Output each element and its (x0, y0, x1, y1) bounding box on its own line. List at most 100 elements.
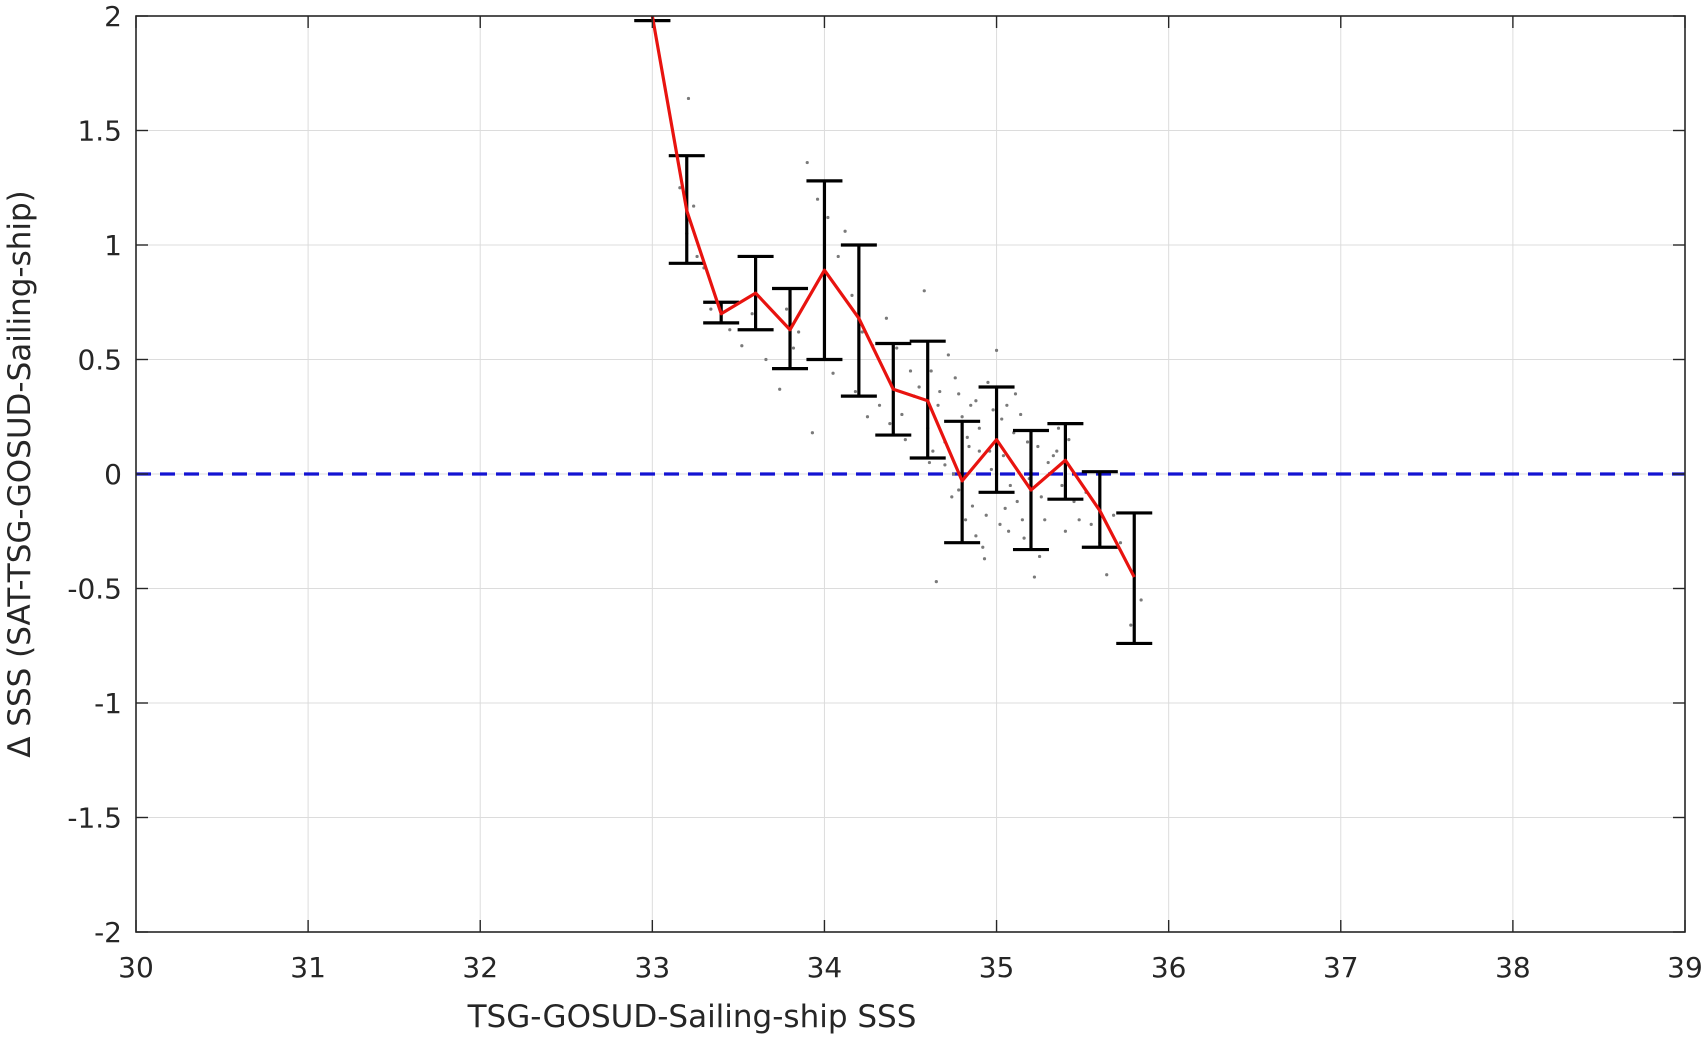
data-point (1105, 573, 1109, 577)
y-tick-label: 2 (104, 0, 122, 33)
data-point (917, 385, 921, 389)
data-point (1089, 522, 1093, 526)
data-point (888, 422, 892, 426)
data-point (1025, 440, 1030, 444)
data-point (946, 353, 950, 357)
data-point (969, 403, 973, 407)
data-point (1003, 506, 1007, 510)
error-bars (634, 18, 1153, 646)
data-point (1129, 623, 1133, 627)
data-point (967, 444, 971, 449)
data-point (853, 389, 858, 394)
data-point (1032, 575, 1037, 579)
data-point (977, 426, 981, 430)
data-point (865, 415, 870, 419)
x-tick-label: 36 (1151, 951, 1187, 984)
x-axis-ticks: 30 31 32 33 34 35 36 37 38 39 (118, 16, 1703, 984)
data-point (991, 408, 995, 412)
y-tick-label: 0.5 (77, 344, 122, 377)
data-point (740, 344, 744, 348)
data-point (936, 403, 940, 407)
data-point (970, 504, 975, 508)
data-point (1056, 426, 1061, 430)
x-tick-label: 33 (635, 951, 671, 984)
y-tick-label: 1 (104, 229, 122, 262)
data-point (1139, 598, 1143, 602)
data-point (1118, 541, 1123, 545)
x-tick-label: 37 (1323, 951, 1359, 984)
x-axis-title: TSG-GOSUD-Sailing-ship SSS (467, 999, 917, 1035)
data-point (764, 357, 768, 362)
x-tick-label: 35 (979, 951, 1015, 984)
data-point (750, 312, 754, 316)
data-point (1037, 554, 1042, 559)
data-point (938, 389, 942, 394)
data-point (1051, 454, 1055, 458)
data-point (692, 204, 696, 208)
grid (136, 16, 1685, 932)
y-tick-label: -1 (94, 687, 122, 720)
data-point (981, 545, 985, 549)
data-point (1013, 392, 1018, 396)
data-point (1019, 412, 1023, 417)
y-tick-label: -0.5 (67, 573, 122, 606)
data-point (943, 463, 947, 467)
data-point (957, 392, 961, 396)
data-point (934, 580, 938, 584)
data-point (953, 376, 957, 380)
data-point (998, 522, 1002, 526)
data-point (960, 415, 964, 419)
data-point (877, 403, 882, 407)
x-tick-label: 31 (290, 951, 326, 984)
data-point (989, 467, 993, 472)
data-point (1046, 460, 1050, 465)
data-point (678, 186, 682, 190)
data-point (884, 316, 889, 320)
data-point (778, 387, 782, 391)
data-point (784, 307, 789, 311)
data-point (836, 254, 840, 259)
data-point (1022, 536, 1026, 540)
data-point (1060, 483, 1064, 488)
data-point (931, 449, 935, 453)
data-point (1001, 454, 1006, 458)
data-point (963, 518, 968, 522)
data-point (709, 307, 713, 311)
data-point (805, 160, 809, 165)
data-point (929, 369, 933, 373)
data-point (957, 488, 961, 492)
data-point (815, 197, 820, 201)
data-point (974, 399, 978, 403)
scatter-points (678, 96, 1143, 627)
x-tick-label: 39 (1667, 951, 1703, 984)
data-point (908, 369, 913, 373)
y-tick-label: 0 (104, 458, 122, 491)
data-point (1007, 529, 1011, 533)
x-tick-label: 32 (462, 951, 498, 984)
data-point (977, 449, 981, 453)
data-point (1111, 513, 1116, 517)
data-point (695, 254, 699, 259)
data-point (951, 472, 956, 476)
data-point (1036, 444, 1040, 449)
y-axis-ticks: -2 -1.5 -1 -0.5 0 0.5 1 1.5 2 (67, 0, 1685, 949)
data-point (791, 346, 796, 350)
data-point (974, 534, 978, 538)
data-point (1039, 495, 1043, 499)
data-point (1005, 403, 1009, 407)
data-point (1077, 518, 1081, 522)
data-point (950, 495, 954, 499)
y-tick-label: -2 (94, 916, 122, 949)
y-tick-label: 1.5 (77, 115, 122, 148)
data-point (1008, 483, 1012, 488)
x-tick-label: 38 (1495, 951, 1531, 984)
data-point (826, 215, 830, 220)
data-point (843, 229, 847, 233)
data-point (797, 330, 801, 334)
data-point (1000, 417, 1004, 421)
data-point (903, 438, 907, 442)
data-point (860, 330, 864, 334)
data-point (900, 412, 904, 417)
data-point (965, 435, 969, 439)
